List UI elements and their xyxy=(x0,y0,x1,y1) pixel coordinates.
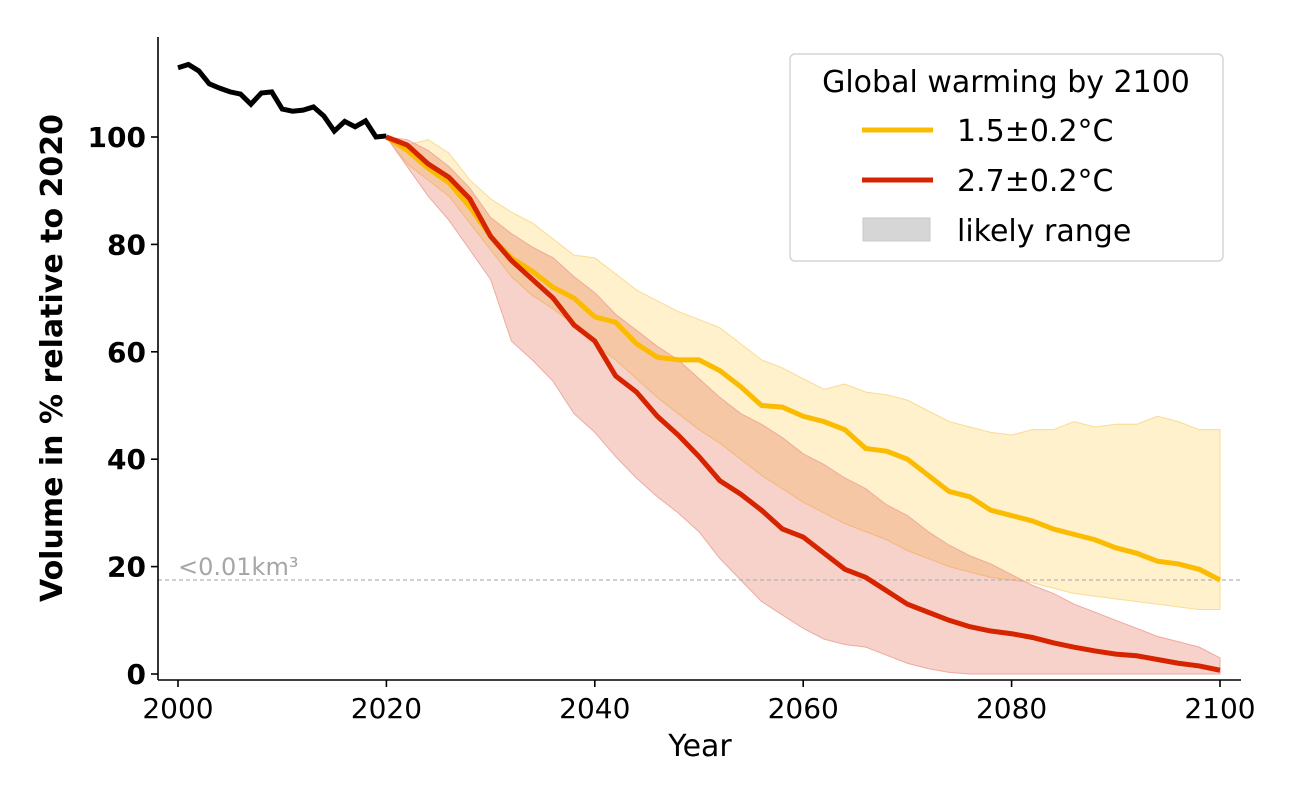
line-1-5c xyxy=(385,134,1222,583)
bands-layer xyxy=(384,135,1221,675)
legend-label-1-5c: 1.5±0.2°C xyxy=(957,114,1114,149)
legend: Global warming by 2100 1.5±0.2°C 2.7±0.2… xyxy=(789,53,1224,262)
y-ticks: 0 20 40 60 80 100 xyxy=(88,121,158,691)
legend-title: Global warming by 2100 xyxy=(822,65,1190,100)
y-tick-label: 40 xyxy=(107,443,146,476)
x-axis-label: Year xyxy=(667,729,732,764)
x-tick-label: 2040 xyxy=(559,692,630,725)
y-tick-label: 80 xyxy=(107,228,146,261)
y-tick-label: 20 xyxy=(107,551,146,584)
likely-range-band-2-7c xyxy=(385,136,1221,675)
legend-label-2-7c: 2.7±0.2°C xyxy=(957,164,1114,199)
x-tick-label: 2080 xyxy=(976,692,1047,725)
x-tick-label: 2100 xyxy=(1184,692,1255,725)
lines-layer xyxy=(177,61,1222,673)
axes xyxy=(157,37,1241,681)
y-tick-label: 60 xyxy=(107,336,146,369)
line-2-7c xyxy=(385,134,1221,673)
y-axis-label: Volume in % relative to 2020 xyxy=(35,114,70,602)
x-tick-label: 2020 xyxy=(351,692,422,725)
x-ticks: 2000 2020 2040 2060 2080 2100 xyxy=(142,680,1256,725)
y-tick-label: 0 xyxy=(127,658,146,691)
y-tick-label: 100 xyxy=(88,121,146,154)
x-tick-label: 2000 xyxy=(142,692,213,725)
legend-frame xyxy=(789,53,1224,262)
x-tick-label: 2060 xyxy=(768,692,839,725)
legend-swatch-likely-range xyxy=(862,217,931,242)
reference-layer: <0.01km³ xyxy=(158,553,1241,581)
legend-label-likely-range: likely range xyxy=(957,214,1131,249)
reference-annotation: <0.01km³ xyxy=(178,553,298,581)
likely-range-band-1-5c xyxy=(384,135,1221,611)
historical-line xyxy=(177,61,387,140)
